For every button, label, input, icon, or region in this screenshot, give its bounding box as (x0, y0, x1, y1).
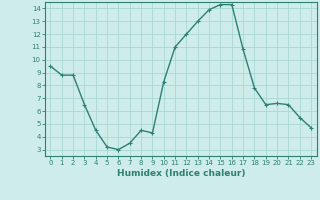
X-axis label: Humidex (Indice chaleur): Humidex (Indice chaleur) (116, 169, 245, 178)
